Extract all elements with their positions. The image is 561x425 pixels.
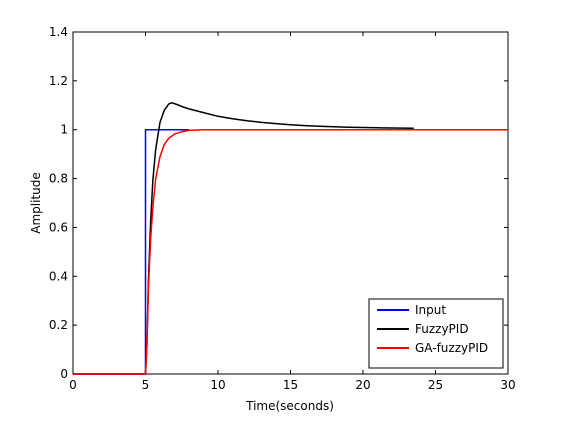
x-tick-label: 15 [283, 378, 298, 392]
y-tick-label: 1.4 [49, 25, 68, 39]
series-layer [73, 102, 508, 375]
legend-label-fuzzypid: FuzzyPID [415, 322, 469, 336]
y-tick-label: 0 [60, 367, 68, 381]
x-tick-label: 10 [210, 378, 225, 392]
y-tick-label: 0.8 [49, 172, 68, 186]
x-tick-label: 25 [428, 378, 443, 392]
x-tick-label: 5 [142, 378, 150, 392]
x-tick-label: 0 [69, 378, 77, 392]
series-line-ga-fuzzypid [73, 128, 508, 375]
y-tick-label: 0.2 [49, 318, 68, 332]
legend: Input FuzzyPID GA-fuzzyPID [368, 298, 504, 369]
y-axis-label: Amplitude [29, 172, 43, 234]
x-tick-label: 30 [500, 378, 515, 392]
y-tick-label: 1 [60, 123, 68, 137]
legend-label-input: Input [415, 303, 446, 317]
x-axis-label: Time(seconds) [245, 399, 334, 413]
legend-label-ga-fuzzypid: GA-fuzzyPID [415, 341, 488, 355]
y-tick-label: 0.6 [49, 220, 68, 234]
y-tick-label: 1.2 [49, 74, 68, 88]
x-tick-label: 20 [355, 378, 370, 392]
axis-ticks: 0 5 10 15 20 25 30 0 0.2 0.4 0.6 0.8 1 1.2 1.4 [49, 25, 516, 392]
y-tick-label: 0.4 [49, 269, 68, 283]
series-line-fuzzypid [73, 102, 414, 375]
